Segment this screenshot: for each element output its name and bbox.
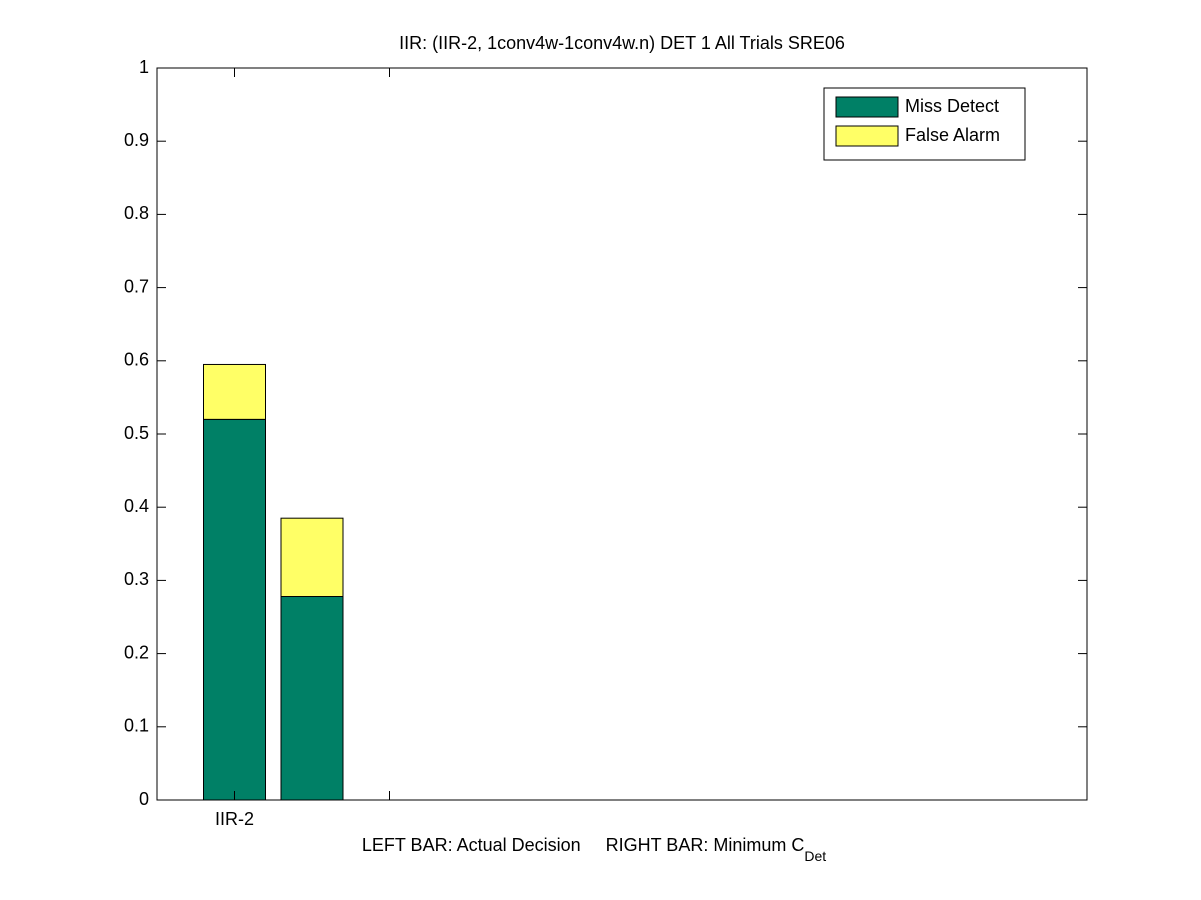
x-axis-label-main: LEFT BAR: Actual Decision RIGHT BAR: Min… xyxy=(362,835,804,855)
bar-segment xyxy=(203,418,266,801)
y-tick-label: 0.9 xyxy=(124,130,149,150)
legend-swatch xyxy=(835,125,899,147)
y-tick-label: 0.6 xyxy=(124,350,149,370)
y-tick-label: 0.4 xyxy=(124,496,149,516)
y-tick-label: 1 xyxy=(139,57,149,77)
y-tick-label: 0.3 xyxy=(124,569,149,589)
x-tick-label: IIR-2 xyxy=(215,809,254,829)
y-tick-label: 0.2 xyxy=(124,642,149,662)
x-axis-label-subscript: Det xyxy=(804,848,826,864)
y-tick-label: 0.5 xyxy=(124,423,149,443)
chart-title: IIR: (IIR-2, 1conv4w-1conv4w.n) DET 1 Al… xyxy=(399,33,845,53)
legend-label: Miss Detect xyxy=(905,96,999,116)
y-tick-label: 0.1 xyxy=(124,716,149,736)
bar-segment xyxy=(280,596,344,801)
bar-segment xyxy=(280,517,344,598)
bar-segment xyxy=(203,363,266,420)
y-tick-label: 0 xyxy=(139,789,149,809)
legend-label: False Alarm xyxy=(905,125,1000,145)
y-tick-label: 0.8 xyxy=(124,203,149,223)
legend-swatch xyxy=(835,96,899,118)
x-axis-label: LEFT BAR: Actual Decision RIGHT BAR: Min… xyxy=(362,835,826,864)
y-tick-label: 0.7 xyxy=(124,276,149,296)
